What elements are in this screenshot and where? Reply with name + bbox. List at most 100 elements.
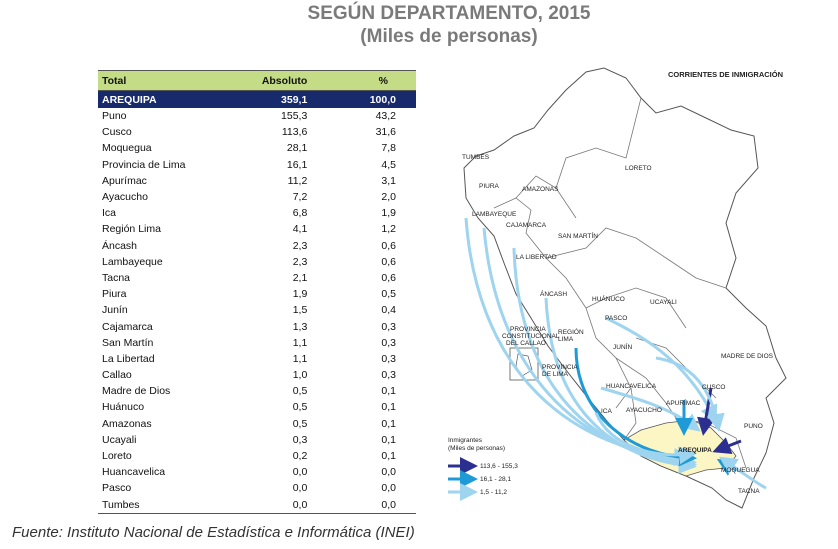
label-puno: PUNO: [744, 423, 763, 430]
row-name: Huánuco: [102, 401, 145, 414]
row-percent: 0,1: [381, 433, 396, 446]
table-row: Tacna 2,1 0,6: [98, 270, 416, 286]
source-note: Fuente: Instituto Nacional de Estadístic…: [12, 524, 415, 541]
row-absoluto: 0,0: [224, 496, 308, 514]
label-cusco: CUSCO: [702, 384, 725, 391]
row-absoluto: 0,5: [292, 401, 308, 414]
chart-title: SEGÚN DEPARTAMENTO, 2015: [307, 3, 591, 24]
peru-outline: [463, 67, 787, 509]
table-row: Lambayeque 2,3 0,6: [98, 254, 416, 270]
row-name: Pasco: [102, 482, 132, 495]
label-amazonas: AMAZONAS: [522, 186, 559, 193]
row-percent: 0,0: [381, 466, 396, 479]
row-name: Piura: [102, 288, 127, 301]
row-percent: 0,0: [307, 496, 416, 514]
table-row: La Libertad 1,1 0,3: [98, 351, 416, 367]
row-percent: 31,6: [375, 126, 396, 139]
row-name: Áncash: [102, 239, 138, 252]
department-borders: [493, 97, 747, 469]
row-percent: 0,1: [381, 401, 396, 414]
row-absoluto: 2,3: [292, 255, 308, 268]
label-ica: ICA: [601, 408, 613, 415]
row-percent: 3,1: [381, 174, 396, 187]
label-arequipa: AREQUIPA: [678, 447, 712, 454]
row-percent: 7,8: [381, 142, 396, 155]
immigration-map: CORRIENTES DE INMIGRACIÓN TUMBES PIURA A…: [448, 67, 787, 509]
row-name: Madre de Dios: [102, 385, 171, 398]
row-percent: 0,3: [381, 352, 396, 365]
row-percent: 0,1: [381, 385, 396, 398]
table-row: Cajamarca 1,3 0,3: [98, 318, 416, 334]
label-loreto: LORETO: [625, 165, 652, 172]
row-absoluto: 0,0: [292, 466, 308, 479]
row-percent: 0,4: [381, 304, 396, 317]
row-name: Cajamarca: [102, 320, 153, 333]
row-name: Amazonas: [102, 417, 152, 430]
row-percent: 0,5: [381, 288, 396, 301]
row-name: Callao: [102, 369, 132, 382]
row-name: Cusco: [102, 126, 132, 139]
legend-item-2: 16,1 - 28,1: [480, 476, 511, 483]
header-percent: %: [307, 70, 416, 91]
table-row: Cusco 113,6 31,6: [98, 124, 416, 140]
department-table: Total Absoluto % AREQUIPA 359,1 100,0 Pu…: [98, 70, 416, 514]
row-name: Loreto: [102, 450, 132, 463]
row-name: Ucayali: [102, 433, 137, 446]
arrow-ancash: [544, 297, 697, 474]
row-percent: 100,0: [307, 90, 416, 108]
label-tumbes: TUMBES: [462, 154, 490, 161]
table-row: Piura 1,9 0,5: [98, 286, 416, 302]
row-absoluto: 1,0: [292, 369, 308, 382]
row-percent: 0,1: [381, 417, 396, 430]
row-absoluto: 0,5: [292, 417, 308, 430]
table-row: Moquegua 28,1 7,8: [98, 140, 416, 156]
table-row: Región Lima 4,1 1,2: [98, 221, 416, 237]
row-absoluto: 16,1: [286, 158, 308, 171]
table-row: Junín 1,5 0,4: [98, 302, 416, 318]
row-absoluto: 359,1: [224, 90, 308, 108]
table-row: Puno 155,3 43,2: [98, 108, 416, 124]
row-name: Provincia de Lima: [102, 158, 186, 171]
row-percent: 0,0: [381, 482, 396, 495]
row-absoluto: 0,5: [292, 385, 308, 398]
label-cajamarca: CAJAMARCA: [506, 222, 547, 229]
row-name: La Libertad: [102, 352, 155, 365]
table-row-arequipa: AREQUIPA 359,1 100,0: [98, 90, 416, 108]
row-name: AREQUIPA: [98, 90, 225, 108]
row-absoluto: 0,2: [292, 450, 308, 463]
row-absoluto: 0,0: [292, 482, 308, 495]
label-huancavelica: HUANCAVELICA: [606, 383, 657, 390]
row-absoluto: 1,3: [292, 320, 308, 333]
row-percent: 0,6: [381, 271, 396, 284]
table-row: Ucayali 0,3 0,1: [98, 432, 416, 448]
table-row: Áncash 2,3 0,6: [98, 238, 416, 254]
row-absoluto: 4,1: [292, 223, 308, 236]
row-percent: 1,2: [381, 223, 396, 236]
label-prov-lima-2: DE LIMA: [542, 371, 569, 378]
label-ayacucho: AYACUCHO: [626, 407, 662, 414]
label-san-martin: SAN MARTÍN: [558, 231, 598, 240]
label-tacna: TACNA: [738, 488, 760, 495]
row-percent: 1,9: [381, 207, 396, 220]
label-huanuco: HUÁNUCO: [592, 294, 625, 303]
row-absoluto: 1,9: [292, 288, 308, 301]
row-absoluto: 1,5: [292, 304, 308, 317]
row-absoluto: 155,3: [281, 110, 308, 123]
row-name: Puno: [102, 110, 127, 123]
row-name: Tumbes: [98, 496, 225, 514]
label-prov-const-3: DEL CALLAO: [506, 340, 546, 347]
arrow-puno: [712, 437, 742, 455]
row-percent: 0,6: [381, 255, 396, 268]
row-percent: 4,5: [381, 158, 396, 171]
row-name: Lambayeque: [102, 255, 163, 268]
label-region-lima-2: LIMA: [558, 336, 574, 343]
row-percent: 2,0: [381, 191, 396, 204]
row-percent: 0,3: [381, 369, 396, 382]
arrow-tacna: [719, 456, 767, 490]
label-prov-lima-1: PROVINCIA: [542, 364, 578, 371]
row-name: Huancavelica: [102, 466, 166, 479]
row-name: Ica: [102, 207, 117, 220]
map-title: CORRIENTES DE INMIGRACIÓN: [668, 70, 783, 79]
migration-arrows: [464, 217, 767, 490]
table-row: Ica 6,8 1,9: [98, 205, 416, 221]
